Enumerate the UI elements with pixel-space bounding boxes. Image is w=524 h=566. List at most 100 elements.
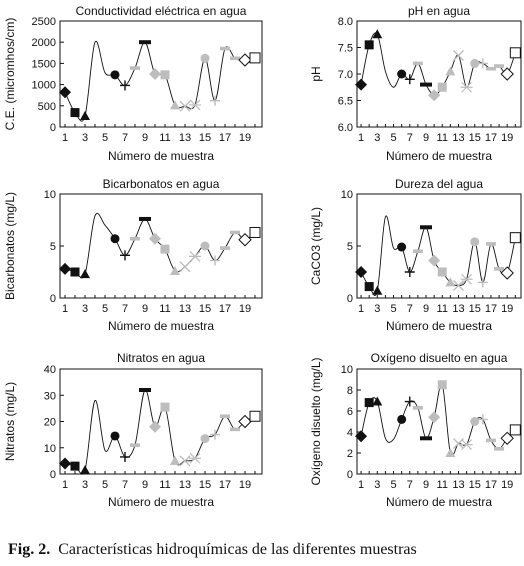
x-tick-label: 17 — [485, 479, 497, 491]
series-line — [64, 212, 256, 279]
data-point-2 — [70, 108, 80, 118]
y-tick-label: 40 — [44, 364, 56, 376]
data-point-13 — [452, 280, 464, 292]
x-tick-label: 13 — [179, 132, 191, 144]
x-tick-label: 7 — [122, 132, 128, 144]
x-tick-label: 11 — [159, 303, 170, 315]
data-point-15 — [470, 58, 480, 68]
data-point-1 — [59, 262, 71, 275]
data-point-7 — [404, 396, 415, 407]
y-tick-label: 1500 — [32, 58, 56, 70]
data-point-9 — [420, 436, 433, 441]
x-tick-label: 1 — [358, 132, 364, 144]
plot-frame — [59, 368, 263, 475]
y-tick-label: 2500 — [32, 16, 56, 28]
data-point-14 — [460, 273, 473, 285]
series-line — [360, 383, 516, 457]
data-point-18 — [494, 64, 505, 68]
data-point-14 — [460, 439, 473, 451]
chart-title: Nitratos en agua — [117, 351, 205, 365]
data-point-11 — [160, 70, 170, 80]
data-point-12 — [170, 100, 180, 110]
data-point-19 — [238, 233, 252, 247]
data-point-3 — [372, 285, 383, 295]
y-tick-label: 6.5 — [338, 96, 353, 108]
x-tick-label: 7 — [407, 479, 413, 491]
y-tick-label: 8 — [347, 385, 353, 397]
x-tick-label: 5 — [390, 132, 396, 144]
data-point-19 — [500, 67, 514, 81]
x-tick-label: 17 — [219, 132, 231, 144]
data-point-6 — [397, 242, 407, 252]
x-tick-label: 19 — [239, 132, 251, 144]
x-tick-label: 11 — [159, 479, 170, 491]
x-tick-label: 17 — [485, 303, 497, 315]
data-point-11 — [437, 267, 447, 277]
data-point-6 — [397, 414, 407, 424]
data-point-13 — [179, 261, 191, 273]
x-tick-label: 19 — [239, 303, 251, 315]
data-point-10 — [149, 232, 161, 245]
x-tick-label: 11 — [437, 303, 448, 315]
figure-caption: Fig. 2. Características hidroquímicas de… — [8, 541, 417, 559]
data-point-17 — [220, 46, 230, 51]
data-point-8 — [130, 236, 140, 241]
x-axis-label: Número de muestra — [108, 319, 214, 333]
data-point-18 — [494, 267, 505, 271]
data-point-9 — [139, 388, 151, 392]
data-point-19 — [238, 53, 252, 67]
y-axis-label: Oxígeno disuelto (mg/L) — [309, 357, 323, 485]
data-point-6 — [110, 70, 120, 80]
y-axis-label: pH — [309, 66, 323, 81]
data-point-12 — [445, 448, 456, 457]
chart-panel-1: Conductividad eléctrica en agua 0 500 1000 1… — [3, 4, 263, 163]
y-tick-label: 30 — [44, 390, 56, 402]
data-point-14 — [189, 250, 201, 262]
x-tick-label: 15 — [199, 303, 211, 315]
data-point-16 — [210, 255, 220, 266]
data-point-19 — [238, 414, 252, 429]
plot-frame — [59, 20, 263, 128]
data-point-16 — [210, 95, 220, 106]
data-point-8 — [412, 406, 423, 410]
data-point-3 — [80, 110, 90, 120]
x-axis-label: Número de muestra — [108, 495, 214, 509]
data-point-2 — [70, 461, 80, 471]
x-tick-label: 3 — [374, 303, 380, 315]
data-point-20 — [249, 410, 261, 422]
plot-frame — [356, 20, 522, 128]
data-point-6 — [110, 234, 120, 244]
figure-panels: Conductividad eléctrica en agua050010001… — [3, 4, 522, 509]
data-point-7 — [404, 267, 415, 277]
y-tick-label: 7.0 — [338, 69, 353, 81]
data-point-1 — [59, 457, 71, 470]
data-point-15 — [200, 241, 210, 251]
y-tick-label: 6.0 — [338, 122, 353, 134]
data-point-19 — [500, 266, 514, 280]
data-point-20 — [249, 226, 261, 238]
data-point-3 — [80, 269, 90, 279]
x-tick-label: 13 — [452, 303, 464, 315]
x-tick-label: 1 — [358, 303, 364, 315]
x-tick-label: 13 — [452, 479, 464, 491]
y-tick-label: 10 — [44, 443, 56, 455]
x-tick-label: 7 — [122, 479, 128, 491]
y-tick-label: 20 — [44, 417, 56, 429]
data-point-6 — [397, 69, 407, 79]
data-point-9 — [139, 216, 151, 221]
data-point-1 — [355, 430, 368, 443]
data-point-10 — [149, 68, 161, 80]
x-tick-label: 7 — [407, 303, 413, 315]
data-point-15 — [200, 434, 210, 444]
x-tick-label: 5 — [102, 479, 108, 491]
x-tick-label: 3 — [374, 479, 380, 491]
x-tick-label: 19 — [501, 479, 513, 491]
data-point-3 — [372, 396, 383, 406]
x-tick-label: 15 — [469, 303, 481, 315]
series-line — [64, 40, 256, 122]
data-point-8 — [130, 66, 140, 70]
y-axis-label: C.E. (micromhos/cm) — [3, 18, 17, 131]
